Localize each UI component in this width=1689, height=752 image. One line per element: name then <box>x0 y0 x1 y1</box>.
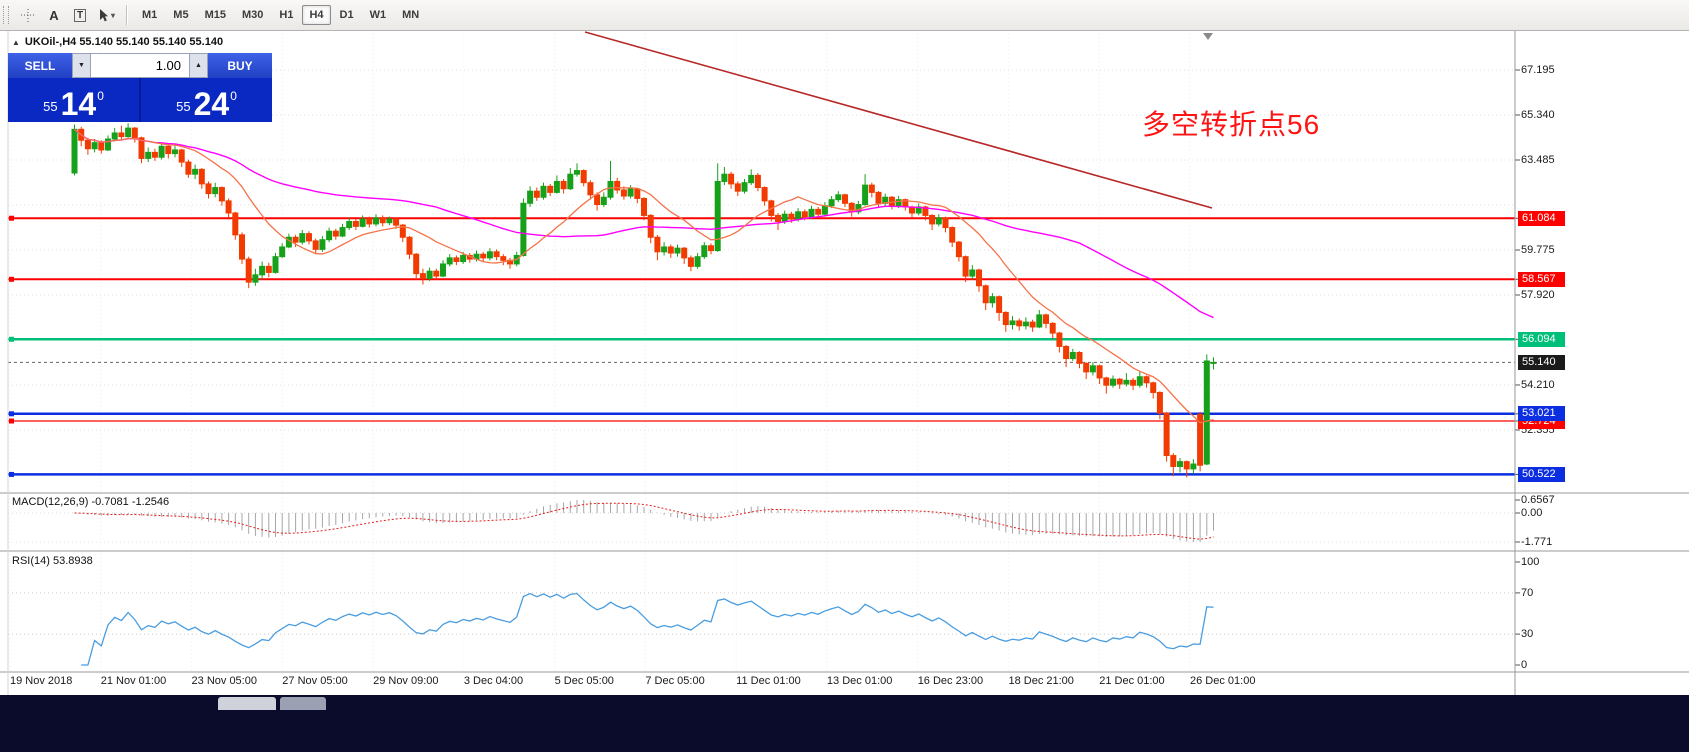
symbol-ohlc-text: UKOil-,H4 55.140 55.140 55.140 55.140 <box>24 36 224 48</box>
text-label-glyph: T <box>73 8 87 22</box>
time-axis-label: 23 Nov 05:00 <box>191 675 257 687</box>
bid-price-display[interactable]: 55 14 0 <box>8 78 141 122</box>
horizontal-level-line[interactable] <box>8 276 1515 282</box>
timeframe-toolbar: M1 M5 M15 M30 H1 H4 D1 W1 MN <box>134 5 427 25</box>
bid-prefix: 55 <box>43 99 58 114</box>
candles-group <box>71 123 1217 478</box>
macd-axis-label: -1.771 <box>1521 536 1553 548</box>
one-click-trade-panel: SELL ▼ 1.00 ▲ BUY 55 14 0 55 24 0 <box>8 53 272 122</box>
text-annotation-icon[interactable]: A <box>49 7 59 23</box>
ma-slow-line <box>74 128 1214 319</box>
toolbar-grip-handle[interactable] <box>3 6 9 24</box>
chart-text-annotation: 多空转折点56 <box>1142 109 1321 140</box>
toolbar: A T ▾ M1 M5 M15 M30 H1 H4 D1 W1 MN <box>0 0 1689 31</box>
price-tick-label: 65.340 <box>1521 109 1555 121</box>
time-axis-label: 16 Dec 23:00 <box>917 675 984 687</box>
tf-button-H1[interactable]: H1 <box>279 9 294 21</box>
lot-size-input[interactable]: 1.00 <box>91 53 189 78</box>
tf-button-M15[interactable]: M15 <box>204 9 226 21</box>
price-tick-label: 59.775 <box>1521 243 1555 256</box>
price-badge: 61.084 <box>1518 210 1565 226</box>
bottom-taskbar <box>0 695 1689 752</box>
time-axis-label: 11 Dec 01:00 <box>736 675 801 687</box>
horizontal-level-line[interactable] <box>8 411 1515 417</box>
bottom-tab[interactable] <box>218 697 276 710</box>
tf-button-M1[interactable]: M1 <box>142 9 158 21</box>
ask-price-display[interactable]: 55 24 0 <box>141 78 272 122</box>
time-axis-label: 21 Dec 01:00 <box>1099 675 1165 687</box>
tf-button-MN[interactable]: MN <box>402 9 420 21</box>
price-tick-label: 67.195 <box>1521 64 1555 77</box>
tf-button-M30[interactable]: M30 <box>241 9 264 21</box>
macd-axis-label: 0.6567 <box>1521 494 1555 506</box>
rsi-label: RSI(14) 53.8938 <box>12 555 93 567</box>
time-axis-label: 26 Dec 01:00 <box>1190 675 1256 687</box>
cursor-icon[interactable]: ▾ <box>94 3 118 27</box>
tf-button-W1[interactable]: W1 <box>369 9 387 21</box>
time-axis-label: 13 Dec 01:00 <box>826 675 893 687</box>
rsi-axis-label: 100 <box>1521 556 1540 568</box>
rsi-axis-label: 30 <box>1521 628 1534 641</box>
buy-button[interactable]: BUY <box>208 53 272 78</box>
rsi-axis-label: 70 <box>1521 586 1534 599</box>
horizontal-level-line[interactable] <box>8 215 1515 221</box>
time-axis-label: 5 Dec 05:00 <box>554 675 614 687</box>
chart-symbol-title: ▲ UKOil-,H4 55.140 55.140 55.140 55.140 <box>12 36 223 48</box>
rsi-axis-label: 0 <box>1521 659 1528 671</box>
macd-axis-label: 0.00 <box>1521 506 1543 519</box>
time-axis-label: 18 Dec 21:00 <box>1008 675 1074 687</box>
bid-sup-digit: 0 <box>97 89 104 103</box>
price-badge: 58.567 <box>1518 271 1565 287</box>
tf-button-M5[interactable]: M5 <box>173 9 189 21</box>
sell-button[interactable]: SELL <box>8 53 72 78</box>
macd-signal-line <box>74 502 1214 540</box>
horizontal-level-line[interactable] <box>8 336 1515 342</box>
time-axis-label: 27 Nov 05:00 <box>282 675 348 687</box>
horizontal-level-line[interactable] <box>8 418 1515 424</box>
tf-button-H4[interactable]: H4 <box>302 5 331 25</box>
rsi-line <box>81 592 1214 666</box>
crosshair-icon[interactable] <box>16 3 40 27</box>
price-badge: 53.021 <box>1518 406 1565 422</box>
toolbar-separator <box>126 5 127 25</box>
price-badge: 50.522 <box>1518 466 1565 482</box>
macd-label: MACD(12,26,9) -0.7081 -1.2546 <box>12 496 170 508</box>
price-tick-label: 63.485 <box>1521 154 1555 166</box>
macd-histogram <box>80 500 1214 542</box>
time-axis-label: 21 Nov 01:00 <box>100 675 167 687</box>
ask-prefix: 55 <box>176 99 191 114</box>
chevron-down-icon: ▾ <box>110 10 115 20</box>
time-axis-label: 7 Dec 05:00 <box>645 675 705 687</box>
time-axis-label: 3 Dec 04:00 <box>463 675 524 687</box>
descending-trendline[interactable] <box>584 31 1213 209</box>
time-axis-label: 19 Nov 2018 <box>10 675 73 687</box>
bid-big-digits: 14 <box>60 85 97 122</box>
text-label-icon[interactable]: T <box>68 3 92 27</box>
horizontal-level-line[interactable] <box>8 471 1515 477</box>
collapse-arrow-icon[interactable]: ▲ <box>12 38 20 47</box>
ma-fast-line <box>74 128 1214 424</box>
tf-button-D1[interactable]: D1 <box>339 9 354 21</box>
current-price-badge: 55.140 <box>1518 354 1565 370</box>
ask-big-digits: 24 <box>193 85 230 122</box>
lot-decrease-button[interactable]: ▼ <box>72 53 91 78</box>
price-badge: 56.094 <box>1518 331 1565 347</box>
chart-shift-marker[interactable] <box>1203 33 1213 40</box>
ask-sup-digit: 0 <box>230 89 237 103</box>
time-axis-label: 29 Nov 09:00 <box>373 675 439 687</box>
price-tick-label: 57.920 <box>1521 288 1555 301</box>
bottom-tab[interactable] <box>280 697 326 710</box>
lot-increase-button[interactable]: ▲ <box>189 53 208 78</box>
price-tick-label: 54.210 <box>1521 378 1555 391</box>
